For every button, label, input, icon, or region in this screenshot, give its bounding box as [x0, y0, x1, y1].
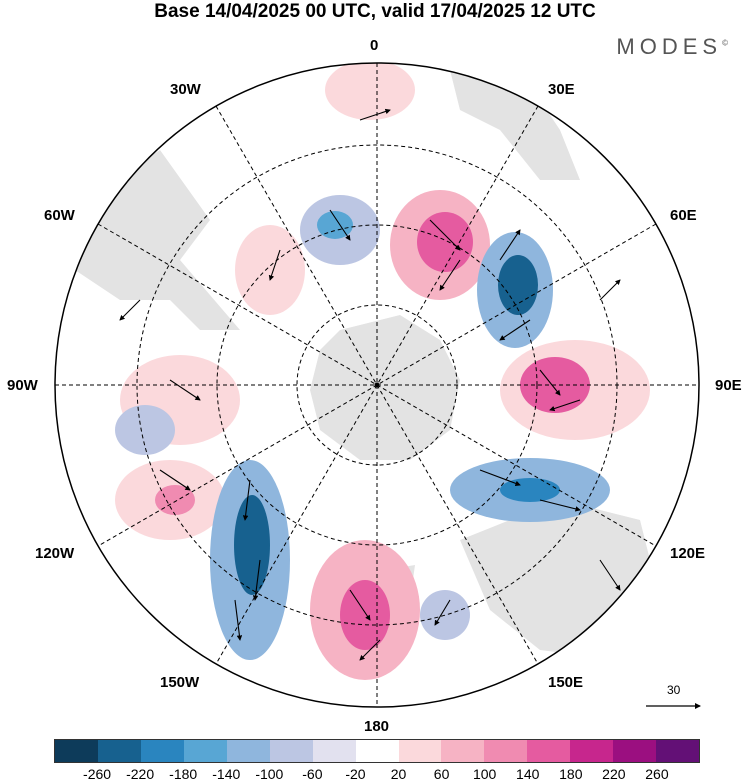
label-lon-150w: 150W — [160, 674, 200, 691]
colorbar-swatch — [312, 740, 356, 762]
colorbar-tick-label: 260 — [645, 766, 669, 782]
colorbar-tick-label: 100 — [472, 766, 497, 782]
modes-logo: MODES© — [616, 34, 728, 59]
colorbar-tick-label: 220 — [602, 766, 626, 782]
colorbar-swatch — [484, 740, 528, 762]
colorbar-tick-label: 140 — [516, 766, 540, 782]
colorbar-ticks: -260 -220 -180 -140 -100 -60 -20 20 60 100 140 180 2… — [0, 766, 750, 782]
label-lon-60e: 60E — [670, 207, 697, 224]
colorbar-tick-label: -180 — [169, 766, 198, 782]
colorbar-swatch — [398, 740, 442, 762]
colorbar-swatch — [269, 740, 313, 762]
label-lon-0: 0 — [370, 37, 379, 54]
label-lon-30e: 30E — [548, 81, 575, 98]
colorbar-swatch — [570, 740, 614, 762]
label-lon-90e: 90E — [715, 377, 742, 394]
south-pole-marker — [374, 382, 380, 388]
colorbar-swatch — [527, 740, 571, 762]
map-border — [54, 62, 700, 708]
label-lon-120w: 120W — [35, 545, 75, 562]
wind-vectors — [119, 108, 621, 661]
label-lon-60w: 60W — [44, 207, 75, 224]
label-lon-90w: 90W — [7, 377, 38, 394]
africa-land — [450, 70, 580, 180]
label-lon-30w: 30W — [170, 81, 201, 98]
colorbar-swatch — [183, 740, 227, 762]
brand-text: MODES — [616, 34, 723, 59]
colorbar-swatch — [226, 740, 270, 762]
map-title: Base 14/04/2025 00 UTC, valid 17/04/2025… — [154, 1, 596, 22]
colorbar-tick-label: 180 — [559, 766, 583, 782]
colorbar-swatch — [140, 740, 184, 762]
label-lon-180: 180 — [364, 718, 390, 735]
reference-vector-label: 30 — [667, 683, 681, 697]
colorbar-tick-label: 60 — [433, 766, 450, 782]
colorbar-tick-label: 20 — [390, 766, 407, 782]
colorbar-tick-label: -20 — [345, 766, 366, 782]
colorbar-swatch — [656, 740, 700, 762]
colorbar-tick-label: -100 — [255, 766, 284, 782]
colorbar — [54, 739, 700, 763]
colorbar-swatch — [355, 740, 399, 762]
colorbar-swatch — [441, 740, 485, 762]
colorbar-swatch — [55, 740, 98, 762]
colorbar-tick-label: -140 — [212, 766, 241, 782]
colorbar-tick-label: -60 — [302, 766, 323, 782]
colorbar-tick-label: -260 — [83, 766, 112, 782]
colorbar-swatch — [97, 740, 141, 762]
antarctica-land — [310, 315, 460, 460]
colorbar-tick-label: -220 — [126, 766, 155, 782]
label-lon-150e: 150E — [548, 674, 584, 691]
label-lon-120e: 120E — [670, 545, 706, 562]
colorbar-swatch — [613, 740, 657, 762]
